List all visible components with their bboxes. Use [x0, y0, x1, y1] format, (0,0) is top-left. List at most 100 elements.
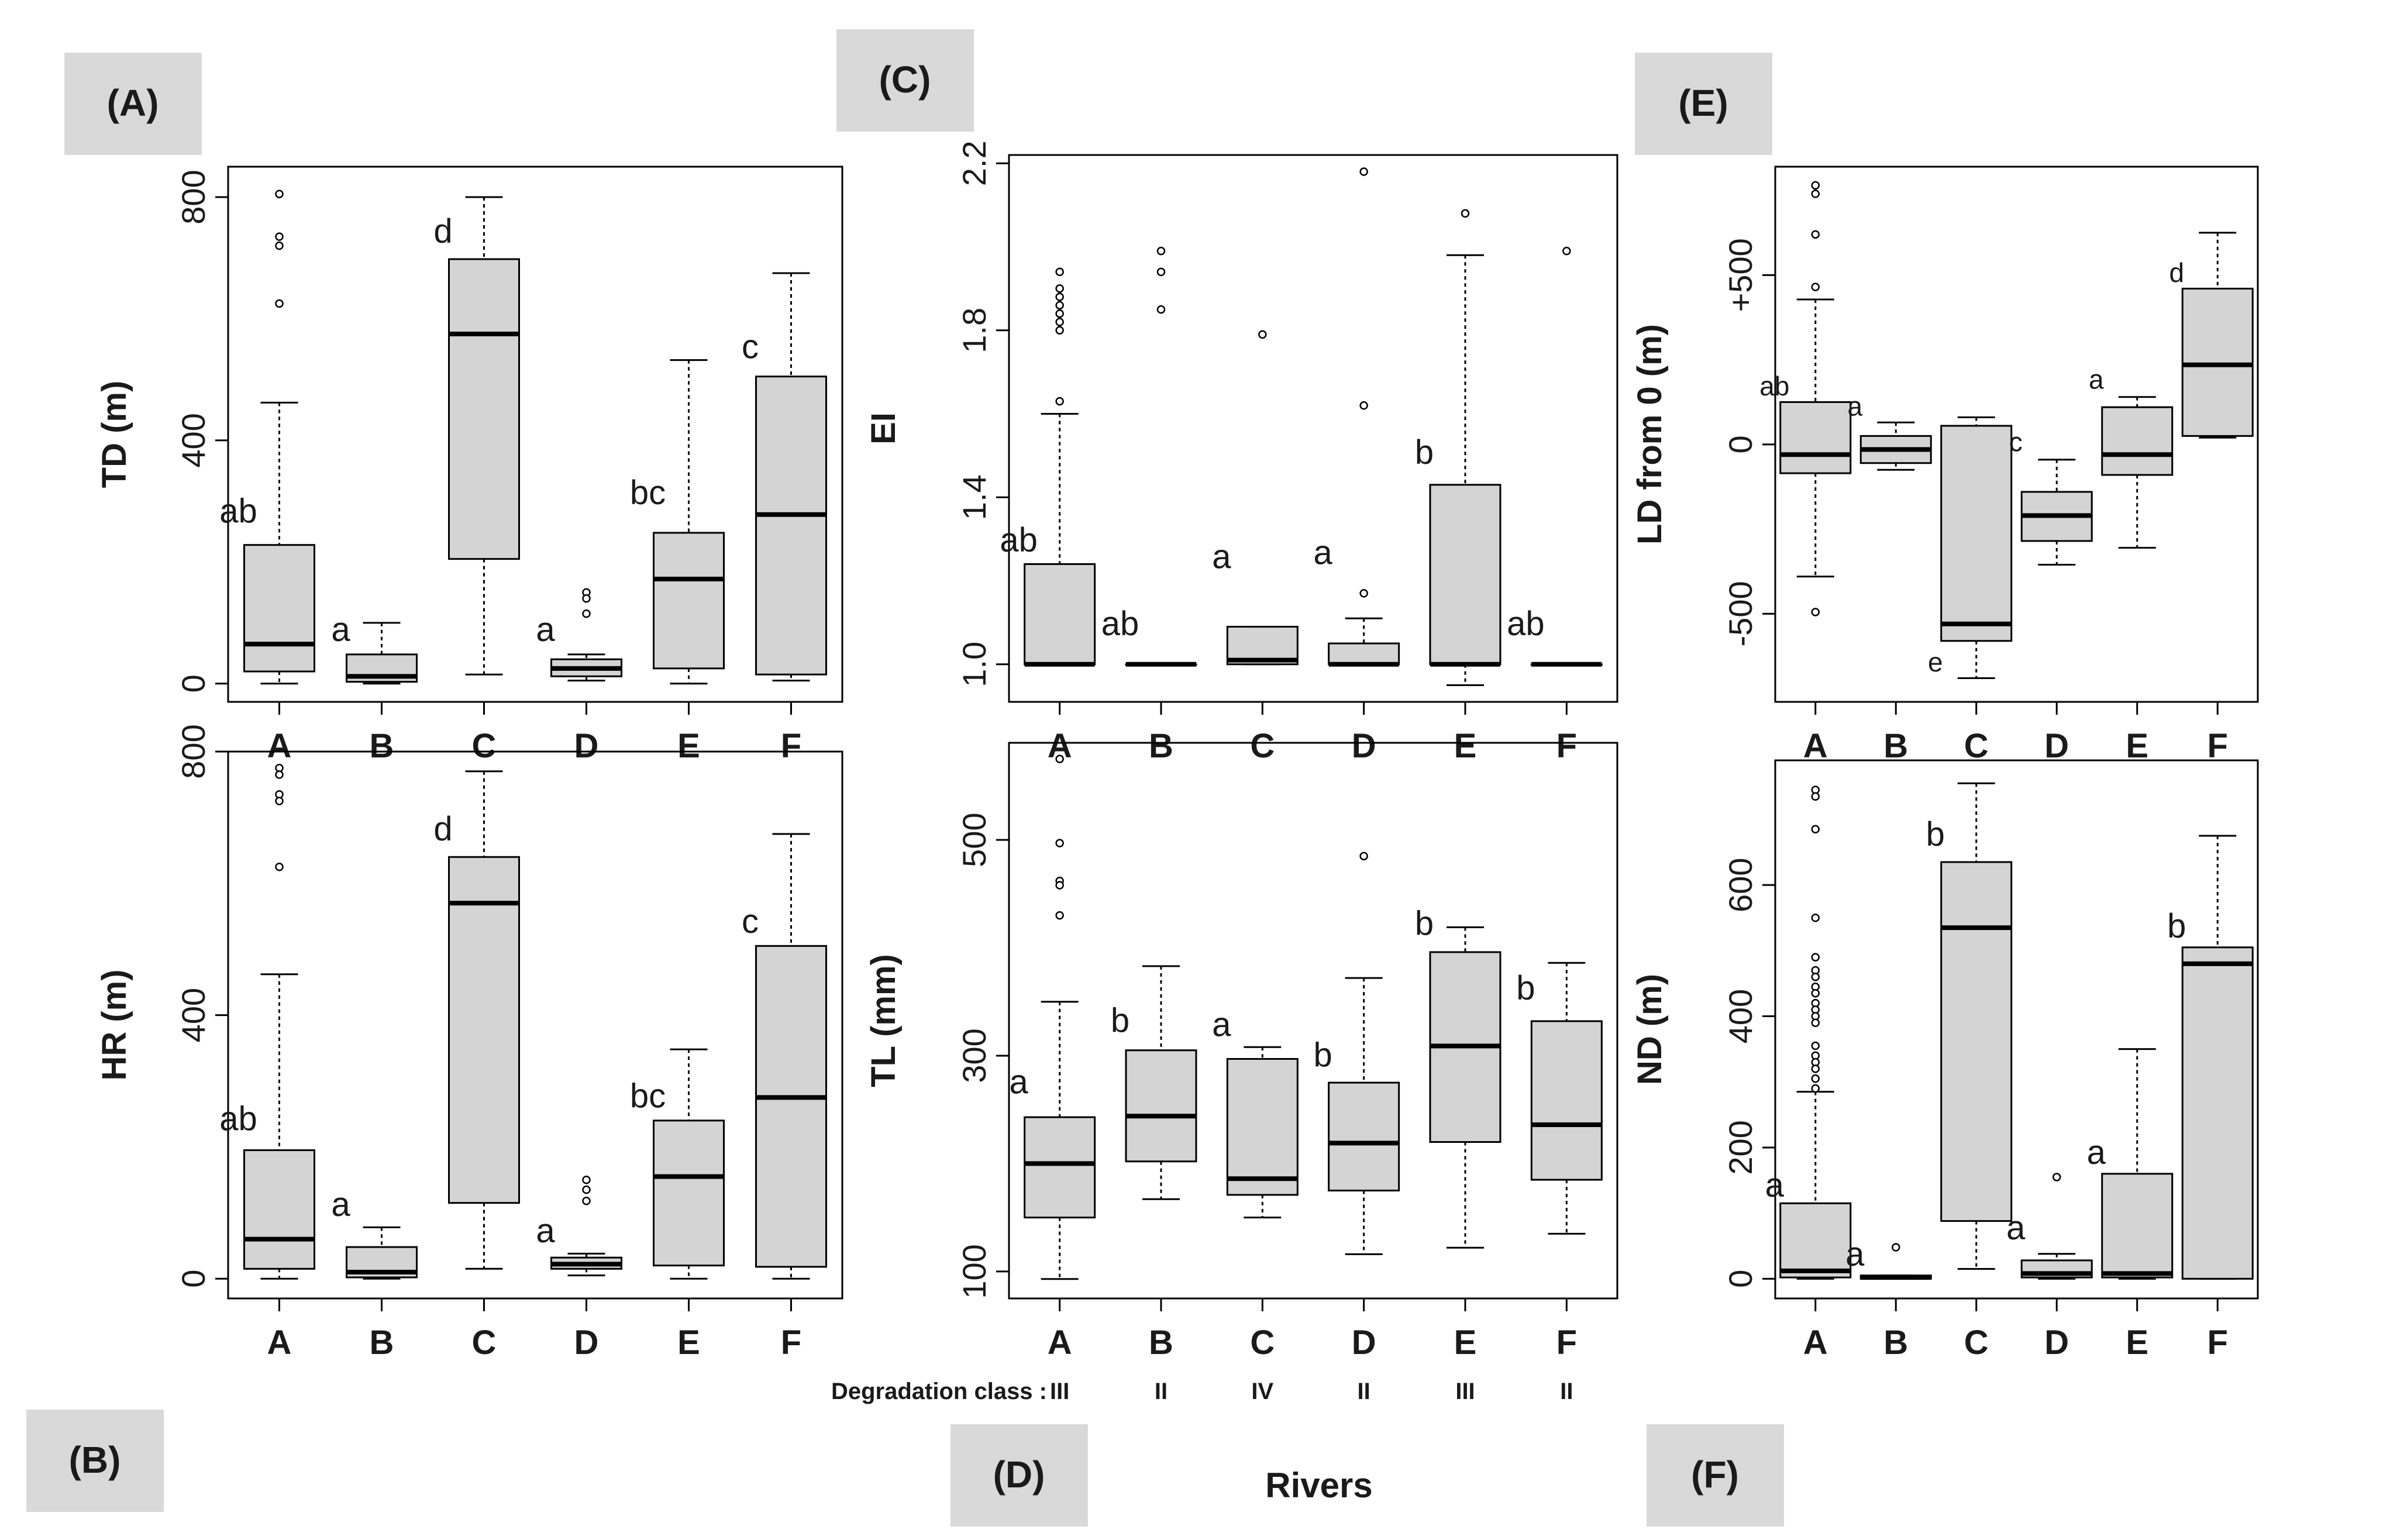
outlier-point	[1811, 989, 1820, 998]
iqr-box	[1940, 861, 2013, 1222]
outlier-point	[1359, 589, 1368, 598]
y-tick-label: 400	[175, 988, 212, 1042]
box-F: b	[2167, 835, 2254, 1280]
box-C: d	[433, 770, 520, 1270]
iqr-box	[755, 375, 827, 676]
panel-tag-b: (B)	[26, 1410, 164, 1512]
x-tick-label: E	[2126, 727, 2148, 765]
x-tick-label: D	[2044, 1324, 2069, 1362]
box-D: b	[1314, 852, 1400, 1255]
iqr-box	[1226, 1057, 1299, 1196]
y-tick-label: 0	[1722, 1270, 1759, 1288]
panel-tag-d-text: (D)	[993, 1453, 1045, 1496]
x-tick-label: B	[370, 1324, 394, 1362]
box-B: a	[331, 611, 418, 685]
significance-letter: b	[2167, 907, 2186, 945]
significance-letter: a	[1765, 1166, 1785, 1204]
plot-frame	[1008, 154, 1618, 703]
box-B: b	[1111, 965, 1197, 1200]
significance-letter: b	[1415, 433, 1434, 471]
box-E: bc	[630, 1048, 725, 1280]
degradation-class-value: II	[1155, 1379, 1167, 1404]
box-F: c	[742, 833, 827, 1280]
box-F: d	[2169, 232, 2254, 439]
significance-letter: a	[536, 611, 555, 649]
x-tick-label: F	[781, 727, 801, 765]
significance-letter: a	[1010, 1063, 1029, 1101]
outlier-point	[275, 770, 284, 779]
significance-letter: d	[433, 810, 452, 848]
outlier-point	[275, 299, 284, 308]
x-tick-label: B	[1149, 727, 1173, 765]
y-axis-label: LD from 0 (m)	[1631, 324, 1669, 545]
x-tick-label: E	[2126, 1324, 2148, 1362]
plot-tl: 100 300 500 TL (mm) A B C D E Fa b a b b b	[865, 742, 1618, 1362]
significance-letter: c	[742, 902, 759, 940]
significance-letter: d	[2169, 257, 2184, 288]
y-tick-label: 0	[175, 1270, 212, 1288]
box-A: ab	[1000, 267, 1096, 667]
x-tick-label: D	[574, 1324, 599, 1362]
significance-letter: ab	[1000, 521, 1038, 559]
x-tick-label: C	[1964, 727, 1989, 765]
outlier-point	[1461, 209, 1470, 218]
iqr-box	[1024, 1116, 1096, 1219]
iqr-box	[653, 532, 725, 670]
x-tick-label: F	[1556, 1324, 1577, 1362]
plot-frame	[227, 166, 843, 703]
box-E: a	[2087, 1048, 2174, 1280]
plot-frame	[227, 750, 843, 1300]
degradation-classes: III II IV II III II	[1050, 1379, 1573, 1404]
panel-tag-a: (A)	[64, 53, 202, 155]
outlier-point	[1359, 167, 1368, 176]
outlier-point	[275, 190, 284, 199]
outlier-point	[582, 609, 591, 618]
outlier-point	[582, 1175, 591, 1184]
outlier-point	[275, 232, 284, 241]
degradation-class-value: III	[1455, 1379, 1475, 1404]
outlier-point	[275, 241, 284, 250]
iqr-box	[1530, 1020, 1603, 1181]
box-C: a	[1212, 1006, 1299, 1219]
iqr-box	[448, 856, 520, 1204]
significance-letter: a	[1845, 1235, 1865, 1273]
outlier-point	[1055, 911, 1064, 920]
box-A: a	[1010, 755, 1096, 1280]
significance-letter: d	[433, 212, 452, 250]
iqr-box	[1328, 642, 1400, 666]
panel-tag-d: (D)	[950, 1424, 1088, 1527]
significance-letter: ab	[1759, 371, 1789, 401]
y-axis-label: TL (mm)	[865, 954, 903, 1087]
box-C: b	[1926, 782, 2013, 1270]
box-D: c	[2009, 426, 2093, 566]
box-B: a	[331, 1186, 418, 1280]
box-F: c	[742, 272, 827, 682]
outlier-point	[1359, 852, 1368, 860]
outlier-point	[1156, 246, 1166, 256]
y-tick-label: 600	[1722, 857, 1759, 912]
outlier-point	[1055, 318, 1064, 326]
box-C: e	[1928, 416, 2013, 679]
significance-letter: a	[2006, 1209, 2026, 1247]
iqr-box	[2181, 946, 2254, 1280]
iqr-box	[243, 1149, 315, 1270]
x-tick-label: A	[1048, 1324, 1072, 1362]
x-tick-label: B	[1149, 1324, 1173, 1362]
outlier-point	[582, 594, 591, 603]
box-D: a	[536, 588, 622, 682]
significance-letter: b	[1314, 1036, 1332, 1074]
panel-tag-e-text: (E)	[1678, 82, 1728, 124]
degradation-class-value: IV	[1251, 1379, 1273, 1404]
plot-frame	[1008, 742, 1618, 1300]
y-axis-label: ND (m)	[1631, 974, 1669, 1085]
significance-letter: ab	[219, 492, 257, 530]
box-F: ab	[1507, 246, 1603, 667]
iqr-box	[2101, 406, 2174, 476]
x-tick-label: B	[1883, 727, 1908, 765]
y-tick-label: -500	[1722, 581, 1759, 646]
plot-ld: -500 0 +500 LD from 0 (m) A B C D E Fab a e c a d	[1631, 166, 2259, 765]
outlier-point	[1156, 267, 1166, 277]
box-E: a	[2089, 364, 2174, 549]
outlier-point	[1811, 972, 1820, 981]
